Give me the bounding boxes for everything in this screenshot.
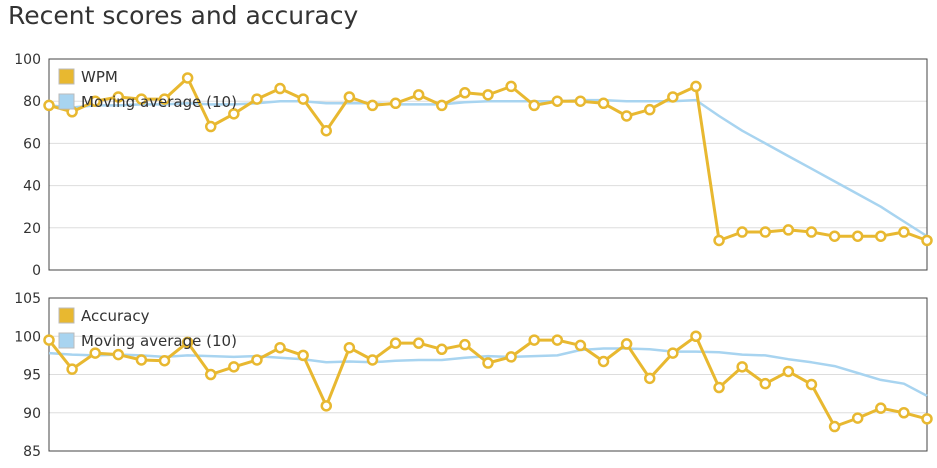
data-point: [622, 339, 631, 348]
data-point: [853, 414, 862, 423]
y-tick-label: 90: [23, 406, 41, 422]
y-tick-label: 20: [23, 221, 41, 237]
data-point: [391, 339, 400, 348]
data-point: [276, 84, 285, 93]
data-point: [645, 105, 654, 114]
data-point: [345, 343, 354, 352]
data-point: [252, 95, 261, 104]
data-point: [553, 336, 562, 345]
data-point: [599, 357, 608, 366]
data-point: [715, 236, 724, 245]
data-point: [252, 355, 261, 364]
data-point: [668, 349, 677, 358]
data-point: [784, 367, 793, 376]
legend-swatch: [59, 308, 74, 323]
data-point: [322, 401, 331, 410]
y-tick-label: 0: [32, 263, 41, 279]
legend-swatch: [59, 69, 74, 84]
data-point: [553, 97, 562, 106]
data-point: [923, 236, 932, 245]
data-point: [484, 90, 493, 99]
data-point: [807, 380, 816, 389]
data-point: [414, 90, 423, 99]
data-point: [460, 88, 469, 97]
data-point: [368, 355, 377, 364]
legend-label: Accuracy: [81, 307, 150, 325]
data-point: [876, 232, 885, 241]
data-point: [784, 225, 793, 234]
data-point: [206, 370, 215, 379]
data-point: [899, 228, 908, 237]
legend-swatch: [59, 333, 74, 348]
data-point: [183, 73, 192, 82]
legend-label: Moving average (10): [81, 332, 237, 350]
data-point: [830, 232, 839, 241]
moving-average-line: [49, 100, 927, 236]
data-point: [599, 99, 608, 108]
legend-label: Moving average (10): [81, 93, 237, 111]
y-tick-label: 100: [14, 52, 41, 68]
data-point: [484, 359, 493, 368]
data-point: [345, 92, 354, 101]
data-point: [507, 352, 516, 361]
data-point: [622, 111, 631, 120]
data-point: [437, 345, 446, 354]
y-tick-label: 85: [23, 444, 41, 460]
data-point: [853, 232, 862, 241]
data-point: [738, 362, 747, 371]
data-point: [391, 99, 400, 108]
data-point: [276, 343, 285, 352]
data-point: [576, 97, 585, 106]
data-point: [645, 374, 654, 383]
data-point: [668, 92, 677, 101]
data-point: [45, 101, 54, 110]
data-point: [45, 336, 54, 345]
data-point: [899, 408, 908, 417]
y-tick-label: 80: [23, 94, 41, 110]
legend-swatch: [59, 94, 74, 109]
data-point: [830, 422, 839, 431]
data-point: [206, 122, 215, 131]
legend-label: WPM: [81, 68, 118, 86]
moving-average-line: [49, 349, 927, 396]
y-tick-label: 60: [23, 136, 41, 152]
data-point: [414, 339, 423, 348]
data-point: [807, 228, 816, 237]
data-point: [761, 228, 770, 237]
data-point: [507, 82, 516, 91]
data-point: [437, 101, 446, 110]
data-point: [114, 350, 123, 359]
data-point: [299, 351, 308, 360]
data-point: [368, 101, 377, 110]
data-point: [923, 414, 932, 423]
data-point: [576, 341, 585, 350]
data-point: [761, 379, 770, 388]
data-point: [530, 101, 539, 110]
data-point: [229, 362, 238, 371]
data-point: [137, 355, 146, 364]
y-tick-label: 40: [23, 179, 41, 195]
data-point: [299, 95, 308, 104]
y-tick-label: 105: [14, 291, 41, 307]
data-point: [691, 332, 700, 341]
y-tick-label: 100: [14, 329, 41, 345]
data-point: [715, 383, 724, 392]
data-point: [738, 228, 747, 237]
data-point: [530, 336, 539, 345]
data-point: [160, 356, 169, 365]
data-point: [691, 82, 700, 91]
data-point: [876, 404, 885, 413]
data-point: [68, 365, 77, 374]
y-tick-label: 95: [23, 368, 41, 384]
data-point: [322, 126, 331, 135]
data-point: [460, 340, 469, 349]
